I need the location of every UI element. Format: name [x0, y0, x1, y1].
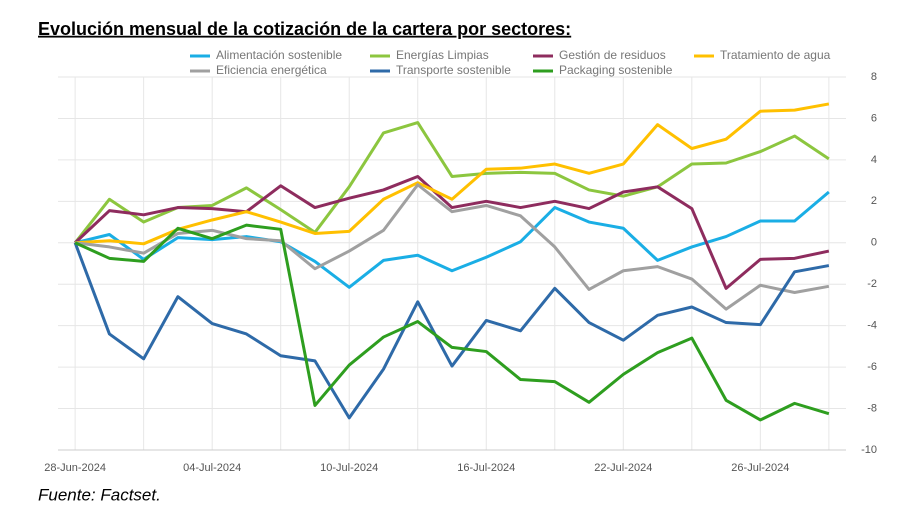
y-tick-label: 4: [871, 154, 877, 166]
y-tick-label: -10: [861, 444, 877, 456]
y-tick-label: -6: [867, 361, 877, 373]
y-tick-label: 0: [871, 237, 877, 249]
x-tick-label: 26-Jul-2024: [731, 462, 789, 474]
legend-label: Packaging sostenible: [559, 63, 673, 77]
x-tick-label: 28-Jun-2024: [44, 462, 106, 474]
series-line: [74, 174, 830, 290]
legend-label: Eficiencia energética: [216, 63, 327, 77]
legend-label: Alimentación sostenible: [216, 48, 342, 62]
series-line: [73, 121, 830, 244]
legend-label: Transporte sostenible: [396, 63, 511, 77]
y-tick-label: 8: [871, 71, 877, 83]
series-line: [74, 190, 830, 289]
chart-title: Evolución mensual de la cotización de la…: [38, 19, 571, 39]
series-line: [75, 102, 830, 246]
legend-label: Gestión de residuos: [559, 48, 666, 62]
y-tick-label: 2: [871, 195, 877, 207]
source-note: Fuente: Factset.: [38, 485, 161, 504]
series-line: [73, 242, 830, 420]
legend-label: Tratamiento de agua: [720, 48, 831, 62]
x-tick-label: 10-Jul-2024: [320, 462, 378, 474]
legend-label: Energías Limpias: [396, 48, 489, 62]
y-tick-label: 6: [871, 112, 877, 124]
y-tick-label: -2: [867, 278, 877, 290]
series-line: [74, 223, 830, 422]
y-tick-label: -4: [867, 320, 877, 332]
x-tick-label: 04-Jul-2024: [183, 462, 241, 474]
y-tick-label: -8: [867, 402, 877, 414]
x-tick-label: 16-Jul-2024: [457, 462, 515, 474]
x-tick-label: 22-Jul-2024: [594, 462, 652, 474]
series-line: [74, 183, 830, 311]
